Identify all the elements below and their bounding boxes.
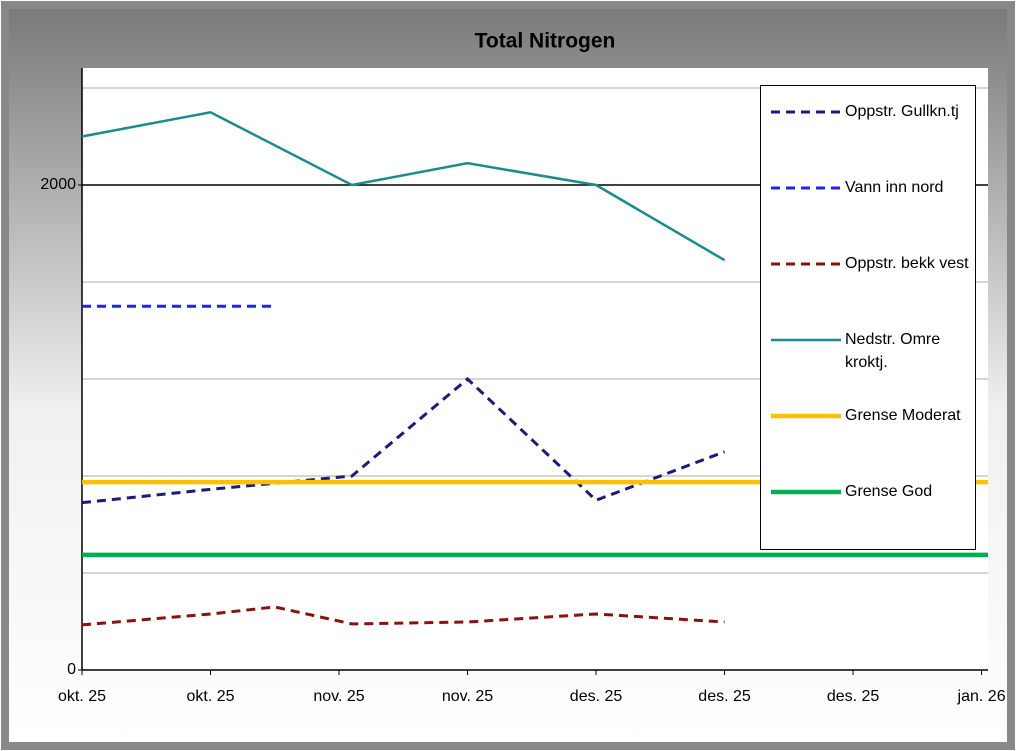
legend-entry: Vann inn nord [761, 176, 975, 252]
legend-label: Grense God [845, 483, 933, 500]
legend-label: Nedstr. Omre kroktj. [845, 331, 941, 371]
legend-swatch [771, 186, 841, 190]
legend-entry: Grense God [761, 480, 975, 556]
legend: Oppstr. Gullkn.tj Vann inn nord Oppstr. be… [760, 85, 976, 550]
x-tick-label: nov. 25 [313, 688, 364, 705]
y-tick-label: 2000 [40, 176, 76, 193]
x-tick-label: des. 25 [698, 688, 751, 705]
legend-entry: Nedstr. Omre kroktj. [761, 328, 975, 404]
series-line [81, 110, 726, 262]
x-tick-label: nov. 25 [442, 688, 493, 705]
legend-swatch [771, 338, 841, 342]
legend-swatch [771, 489, 841, 495]
series-line [81, 605, 725, 627]
legend-entry: Grense Moderat [761, 404, 975, 480]
legend-label: Oppstr. bekk vest [845, 255, 969, 272]
y-tick-label: 0 [67, 661, 76, 678]
x-tick-label: okt. 25 [186, 688, 234, 705]
x-tick-label: okt. 25 [58, 688, 106, 705]
chart-title: Total Nitrogen [475, 30, 616, 53]
legend-entry: Oppstr. Gullkn.tj [761, 100, 975, 176]
legend-label: Oppstr. Gullkn.tj [845, 103, 959, 120]
x-tick-label: des. 25 [827, 688, 880, 705]
legend-swatch [771, 110, 841, 114]
legend-entry: Oppstr. bekk vest [761, 252, 975, 328]
legend-label: Grense Moderat [845, 407, 961, 424]
x-tick-label: des. 25 [570, 688, 623, 705]
legend-swatch [771, 413, 841, 419]
x-tick-label: jan. 26 [957, 688, 1006, 705]
legend-swatch [771, 262, 841, 266]
legend-label: Vann inn nord [845, 179, 944, 196]
series-line [81, 376, 726, 505]
